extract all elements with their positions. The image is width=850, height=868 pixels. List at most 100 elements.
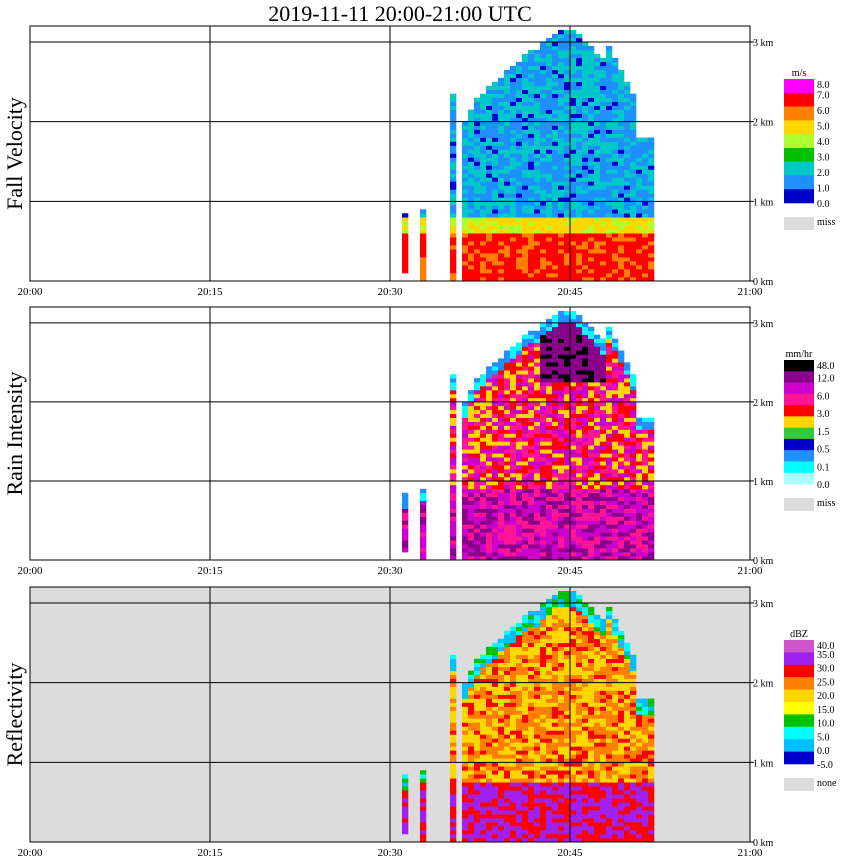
heatmap-cell: [606, 449, 613, 454]
heatmap-cell: [600, 129, 607, 134]
heatmap-cell: [570, 662, 577, 667]
heatmap-cell: [624, 437, 631, 442]
heatmap-cell: [606, 209, 613, 214]
heatmap-cell: [468, 528, 475, 533]
heatmap-cell: [642, 209, 649, 214]
heatmap-cell: [570, 544, 577, 549]
heatmap-cell: [594, 658, 601, 663]
heatmap-cell: [582, 520, 589, 525]
heatmap-cell: [636, 149, 643, 154]
heatmap-cell: [552, 654, 559, 660]
heatmap-cell: [570, 133, 577, 138]
heatmap-cell: [570, 798, 577, 803]
heatmap-cell: [540, 710, 547, 715]
heatmap-cell: [576, 790, 583, 795]
heatmap-cell: [546, 257, 553, 262]
heatmap-cell: [600, 93, 607, 99]
heatmap-cell: [462, 786, 469, 791]
heatmap-cell: [642, 253, 649, 258]
heatmap-cell: [486, 754, 493, 759]
heatmap-cell: [486, 177, 493, 182]
heatmap-cell: [552, 762, 559, 767]
heatmap-cell: [510, 185, 517, 190]
heatmap-cell: [504, 449, 511, 454]
heatmap-cell: [564, 125, 571, 130]
heatmap-cell: [570, 500, 577, 505]
heatmap-cell: [450, 201, 457, 206]
heatmap-cell: [480, 818, 487, 823]
heatmap-cell: [492, 201, 499, 206]
heatmap-cell: [480, 213, 487, 218]
heatmap-cell: [636, 449, 643, 454]
heatmap-cell: [564, 157, 571, 162]
heatmap-cell: [570, 626, 577, 632]
heatmap-cell: [546, 229, 553, 234]
heatmap-cell: [516, 101, 523, 106]
heatmap-cell: [582, 698, 589, 703]
heatmap-cell: [576, 221, 583, 226]
heatmap-cell: [636, 165, 643, 170]
heatmap-cell: [606, 382, 613, 387]
heatmap-cell: [570, 698, 577, 703]
heatmap-cell: [606, 484, 613, 490]
heatmap-cell: [618, 273, 625, 278]
heatmap-cell: [522, 89, 529, 95]
heatmap-cell: [594, 512, 601, 517]
heatmap-cell: [462, 425, 469, 430]
heatmap-cell: [558, 794, 565, 799]
heatmap-cell: [552, 496, 559, 501]
heatmap-cell: [636, 480, 643, 486]
heatmap-cell: [546, 484, 553, 490]
heatmap-cell: [498, 257, 505, 262]
heatmap-cell: [606, 465, 613, 470]
heatmap-cell: [624, 145, 631, 150]
heatmap-cell: [576, 706, 583, 711]
heatmap-cell: [474, 722, 481, 727]
heatmap-cell: [474, 814, 481, 819]
heatmap-cell: [534, 97, 541, 102]
heatmap-cell: [606, 366, 613, 371]
heatmap-cell: [612, 181, 619, 186]
heatmap-cell: [540, 97, 547, 102]
heatmap-cell: [546, 670, 553, 675]
heatmap-cell: [576, 674, 583, 679]
heatmap-cell: [510, 734, 517, 739]
heatmap-cell: [462, 129, 469, 134]
heatmap-cell: [420, 213, 427, 218]
heatmap-cell: [480, 417, 487, 422]
heatmap-cell: [492, 413, 499, 418]
heatmap-cell: [510, 229, 517, 234]
heatmap-cell: [468, 722, 475, 727]
heatmap-cell: [576, 181, 583, 186]
heatmap-cell: [528, 762, 535, 767]
heatmap-cell: [468, 413, 475, 418]
heatmap-cell: [582, 650, 589, 656]
heatmap-cell: [486, 457, 493, 462]
heatmap-cell: [564, 457, 571, 462]
heatmap-cell: [498, 500, 505, 505]
heatmap-cell: [504, 221, 511, 226]
heatmap-cell: [630, 484, 637, 490]
heatmap-cell: [546, 453, 553, 458]
heatmap-cell: [510, 722, 517, 727]
heatmap-cell: [498, 173, 505, 178]
heatmap-cell: [504, 690, 511, 695]
heatmap-cell: [552, 49, 559, 55]
heatmap-cell: [492, 233, 499, 238]
heatmap-cell: [498, 429, 505, 434]
heatmap-cell: [528, 433, 535, 438]
heatmap-cell: [492, 492, 499, 498]
heatmap-cell: [468, 524, 475, 529]
heatmap-cell: [588, 342, 595, 347]
heatmap-cell: [504, 778, 511, 783]
heatmap-cell: [576, 642, 583, 648]
heatmap-cell: [516, 165, 523, 170]
heatmap-cell: [522, 734, 529, 739]
heatmap-cell: [624, 417, 631, 422]
heatmap-cell: [528, 354, 535, 359]
heatmap-cell: [498, 798, 505, 803]
heatmap-cell: [474, 658, 481, 663]
heatmap-cell: [498, 826, 505, 831]
heatmap-cell: [576, 425, 583, 430]
heatmap-cell: [534, 157, 541, 162]
